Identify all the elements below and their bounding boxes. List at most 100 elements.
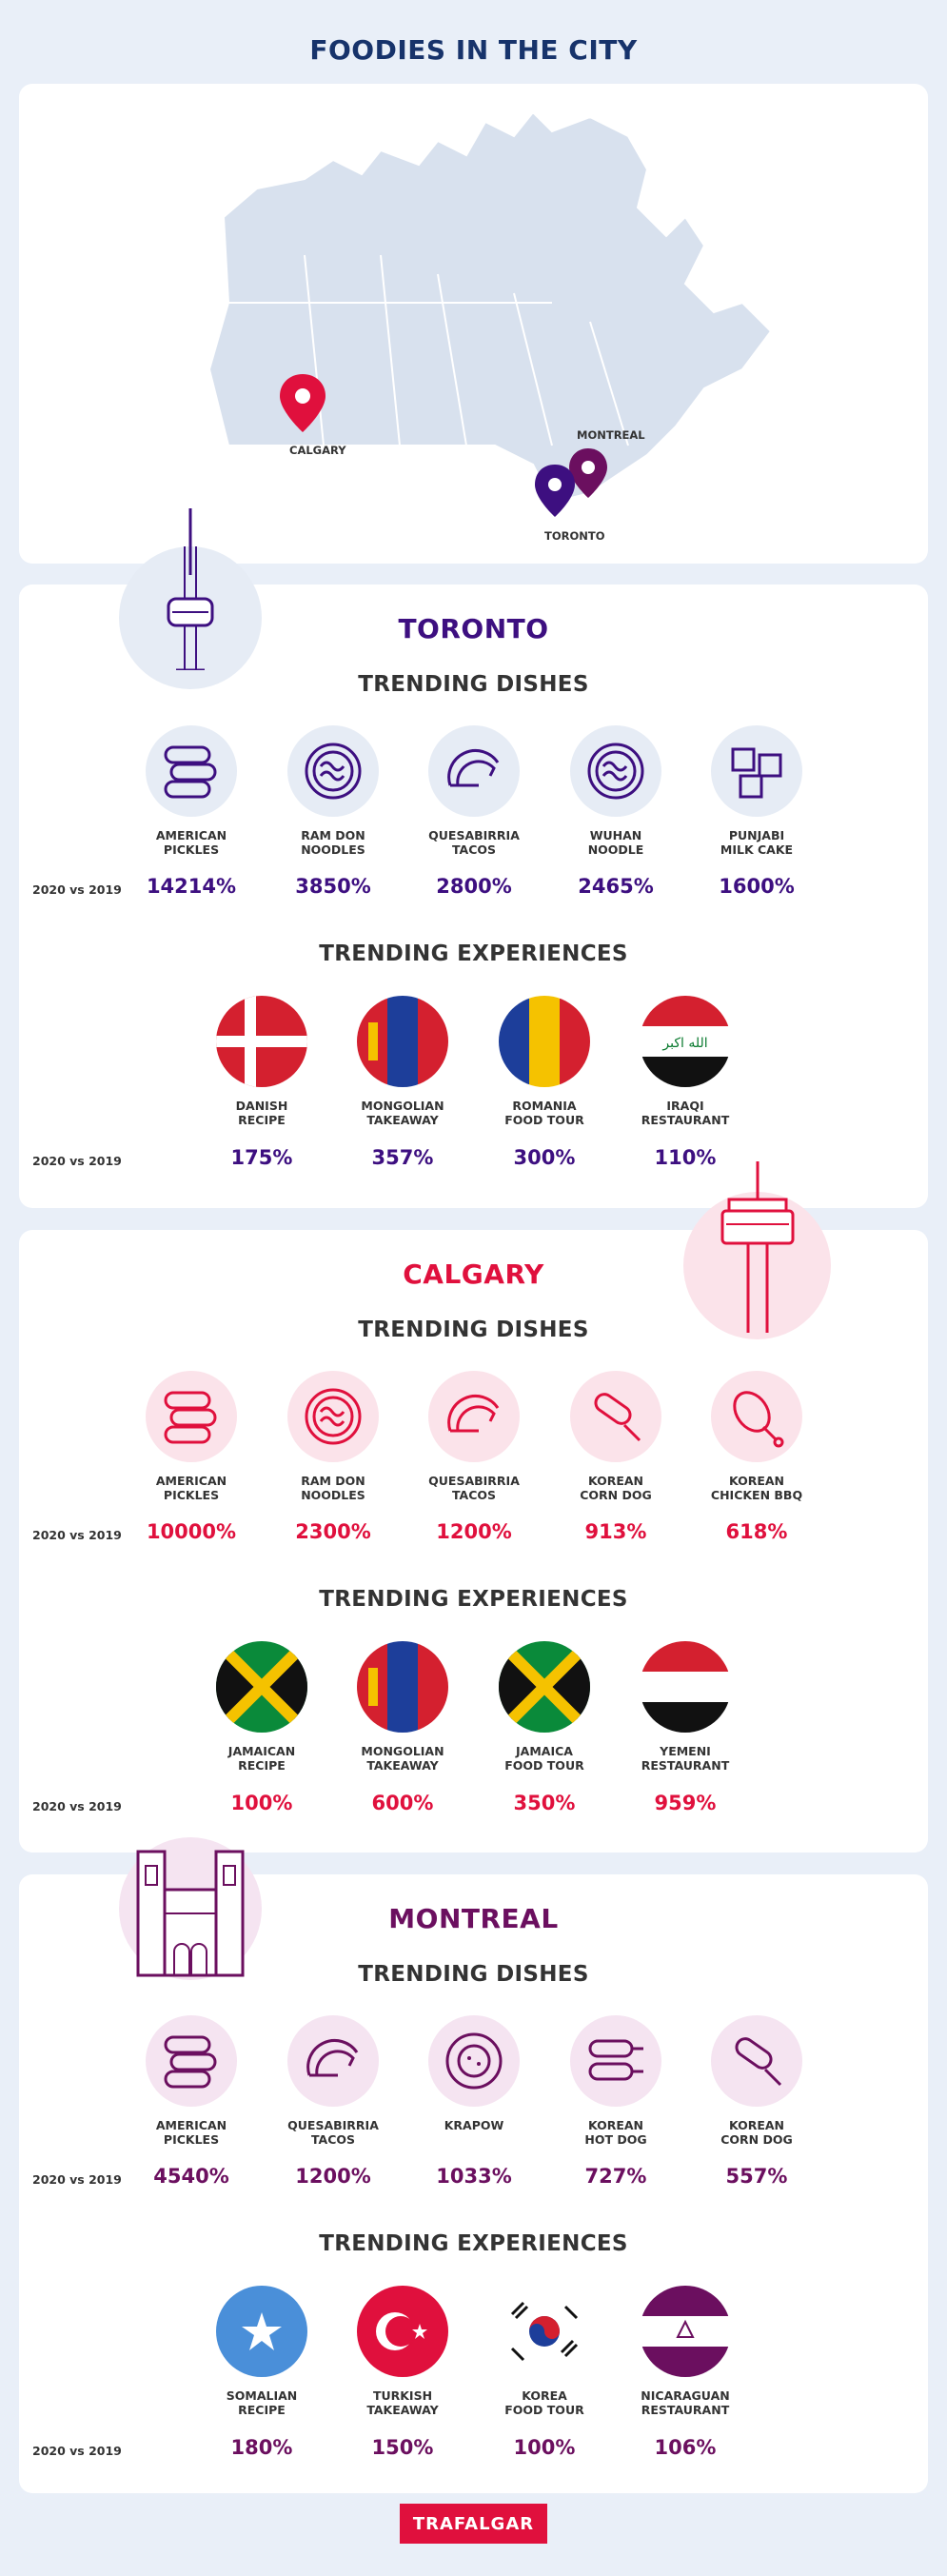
calgary-dishes-title: TRENDING DISHES xyxy=(358,1318,589,1342)
item-value: 727% xyxy=(584,2165,647,2188)
item-value: 618% xyxy=(725,1520,788,1543)
item-label: YEMENI RESTAURANT xyxy=(641,1744,730,1773)
toronto-dishes-item: QUESABIRRIA TACOS xyxy=(403,725,545,859)
item-label: WUHAN NOODLE xyxy=(587,828,644,857)
corn-dog-icon xyxy=(711,2015,802,2107)
toronto-section: TORONTO TRENDING DISHES AMERICAN PICKLES… xyxy=(19,585,928,1208)
item-value: 350% xyxy=(513,1792,576,1814)
toronto-experiences-item: DANISH RECIPE xyxy=(190,996,333,1129)
montreal-dishes-item: KOREAN CORN DOG xyxy=(685,2015,828,2149)
calgary-experiences-item: YEMENI RESTAURANT xyxy=(614,1641,757,1774)
item-value: 357% xyxy=(371,1146,434,1169)
item-label: NICARAGUAN RESTAURANT xyxy=(641,2388,730,2417)
montreal-dishes-item: AMERICAN PICKLES xyxy=(120,2015,263,2149)
calgary-experiences-comparison: 2020 vs 2019 xyxy=(32,1799,122,1813)
romania-flag-icon xyxy=(499,996,590,1087)
calgary-dishes-comparison: 2020 vs 2019 xyxy=(32,1528,122,1542)
item-label: ROMANIA FOOD TOUR xyxy=(504,1099,584,1127)
montreal-experiences-title: TRENDING EXPERIENCES xyxy=(319,2231,628,2256)
toronto-dishes-item: WUHAN NOODLE xyxy=(544,725,687,859)
calgary-dishes-item: RAM DON NOODLES xyxy=(262,1371,404,1504)
montreal-title: MONTREAL xyxy=(388,1903,559,1934)
page-title: FOODIES IN THE CITY xyxy=(309,34,638,66)
item-value: 180% xyxy=(230,2436,293,2459)
item-label: KOREAN CORN DOG xyxy=(720,2118,793,2147)
item-label: DANISH RECIPE xyxy=(235,1099,288,1127)
montreal-dishes-title: TRENDING DISHES xyxy=(358,1962,589,1987)
chicken-leg-icon xyxy=(711,1371,802,1462)
calgary-experiences-title: TRENDING EXPERIENCES xyxy=(319,1587,628,1612)
toronto-experiences-item: ROMANIA FOOD TOUR xyxy=(473,996,616,1129)
calgary-tower-icon xyxy=(683,1160,831,1339)
milk-cake-icon xyxy=(711,725,802,817)
montreal-experiences-item: TURKISH TAKEAWAY xyxy=(331,2286,474,2419)
pickles-icon xyxy=(146,2015,237,2107)
calgary-experiences-item: JAMAICA FOOD TOUR xyxy=(473,1641,616,1774)
taco-icon xyxy=(428,725,520,817)
item-value: 2300% xyxy=(295,1520,371,1543)
mongolia-flag-icon xyxy=(357,1641,448,1733)
item-label: AMERICAN PICKLES xyxy=(155,828,227,857)
item-value: 1033% xyxy=(436,2165,512,2188)
iraq-flag-icon: الله اكبر xyxy=(640,996,731,1087)
item-value: 1600% xyxy=(719,875,795,898)
noodle-bowl-icon xyxy=(570,725,661,817)
item-value: 106% xyxy=(654,2436,717,2459)
toronto-pin-label: TORONTO xyxy=(544,529,605,543)
item-label: RAM DON NOODLES xyxy=(301,828,365,857)
taco-icon xyxy=(428,1371,520,1462)
somalia-flag-icon xyxy=(216,2286,307,2377)
item-value: 110% xyxy=(654,1146,717,1169)
item-value: 3850% xyxy=(295,875,371,898)
mongolia-flag-icon xyxy=(357,996,448,1087)
canada-map xyxy=(207,110,773,517)
item-value: 150% xyxy=(371,2436,434,2459)
item-value: 600% xyxy=(371,1792,434,1814)
calgary-pin xyxy=(280,374,326,432)
item-label: AMERICAN PICKLES xyxy=(155,2118,227,2147)
item-value: 300% xyxy=(513,1146,576,1169)
toronto-pin xyxy=(535,465,575,517)
pickles-icon xyxy=(146,1371,237,1462)
montreal-section: MONTREAL TRENDING DISHES AMERICAN PICKLE… xyxy=(19,1874,928,2493)
cn-tower-icon xyxy=(119,508,262,689)
item-label: MONGOLIAN TAKEAWAY xyxy=(361,1744,444,1773)
item-label: JAMAICA FOOD TOUR xyxy=(504,1744,584,1773)
item-label: KOREA FOOD TOUR xyxy=(504,2388,584,2417)
montreal-dishes-item: KRAPOW xyxy=(403,2015,545,2149)
korea-flag-icon xyxy=(499,2286,590,2377)
montreal-pin xyxy=(569,448,607,498)
item-label: KOREAN CHICKEN BBQ xyxy=(710,1474,803,1502)
calgary-pin-label: CALGARY xyxy=(289,444,346,457)
calgary-experiences-item: MONGOLIAN TAKEAWAY xyxy=(331,1641,474,1774)
montreal-pin-label: MONTREAL xyxy=(577,428,645,442)
toronto-dishes-item: PUNJABI MILK CAKE xyxy=(685,725,828,859)
item-label: MONGOLIAN TAKEAWAY xyxy=(361,1099,444,1127)
item-label: AMERICAN PICKLES xyxy=(155,1474,227,1502)
item-value: 2465% xyxy=(578,875,654,898)
calgary-dishes-item: AMERICAN PICKLES xyxy=(120,1371,263,1504)
denmark-flag-icon xyxy=(216,996,307,1087)
item-label: KOREAN CORN DOG xyxy=(580,1474,652,1502)
toronto-experiences-item: الله اكبر IRAQI RESTAURANT xyxy=(614,996,757,1129)
item-value: 100% xyxy=(230,1792,293,1814)
turkey-flag-icon xyxy=(357,2286,448,2377)
item-label: QUESABIRRIA TACOS xyxy=(287,2118,379,2147)
item-value: 1200% xyxy=(436,1520,512,1543)
calgary-experiences-item: JAMAICAN RECIPE xyxy=(190,1641,333,1774)
item-value: 100% xyxy=(513,2436,576,2459)
noodle-bowl-icon xyxy=(287,725,379,817)
taco-icon xyxy=(287,2015,379,2107)
krapow-plate-icon xyxy=(428,2015,520,2107)
toronto-title: TORONTO xyxy=(398,613,549,644)
item-value: 959% xyxy=(654,1792,717,1814)
item-label: TURKISH TAKEAWAY xyxy=(366,2388,439,2417)
toronto-dishes-item: AMERICAN PICKLES xyxy=(120,725,263,859)
toronto-dishes-title: TRENDING DISHES xyxy=(358,672,589,697)
calgary-title: CALGARY xyxy=(403,1258,544,1290)
montreal-experiences-comparison: 2020 vs 2019 xyxy=(32,2444,122,2458)
item-value: 10000% xyxy=(146,1520,237,1543)
item-label: QUESABIRRIA TACOS xyxy=(428,1474,520,1502)
item-value: 4540% xyxy=(153,2165,229,2188)
item-label: RAM DON NOODLES xyxy=(301,1474,365,1502)
